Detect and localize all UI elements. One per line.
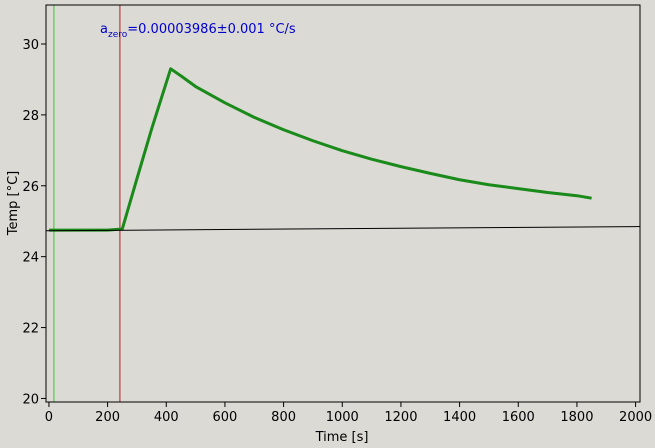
y-tick-label: 24 (22, 251, 39, 266)
x-tick-label: 1800 (560, 410, 593, 425)
x-tick-label: 1400 (443, 410, 476, 425)
x-tick-label: 600 (213, 410, 238, 425)
x-tick-label: 2000 (619, 410, 652, 425)
y-tick-label: 30 (22, 38, 39, 53)
x-tick-label: 200 (95, 410, 120, 425)
x-tick-label: 0 (45, 410, 53, 425)
annotation-base: a (100, 22, 108, 37)
y-tick-label: 22 (22, 322, 39, 337)
annotation-text: =0.00003986±0.001 °C/s (127, 22, 296, 37)
x-tick-label: 1000 (326, 410, 359, 425)
x-tick-label: 1600 (502, 410, 535, 425)
data-line (45, 226, 641, 232)
y-tick-label: 20 (22, 392, 39, 407)
plot-frame (45, 4, 641, 403)
x-tick-label: 800 (271, 410, 296, 425)
y-axis-label: Temp [°C] (6, 171, 21, 237)
y-tick-label: 26 (22, 180, 39, 195)
x-tick-label: 400 (154, 410, 179, 425)
data-line (48, 67, 592, 232)
y-tick-label: 28 (22, 109, 39, 124)
x-axis-label: Time [s] (315, 430, 369, 445)
annotation-subscript: zero (108, 30, 128, 40)
annotation: azero=0.00003986±0.001 °C/s (100, 22, 296, 40)
x-tick-label: 1200 (384, 410, 417, 425)
